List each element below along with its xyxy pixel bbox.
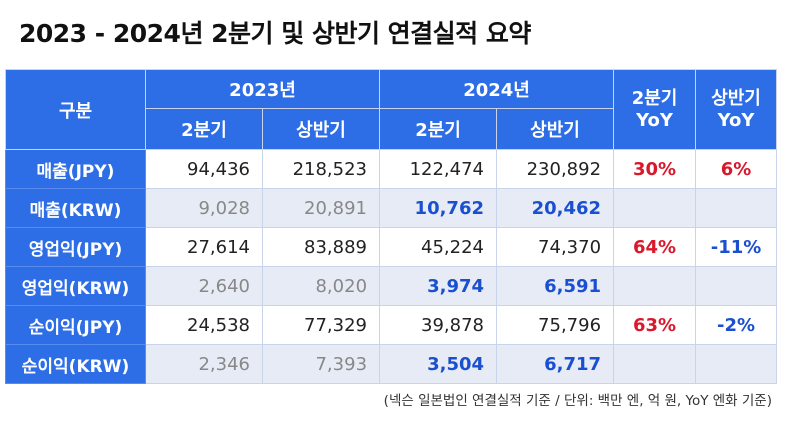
cell-q2-yoy <box>613 188 697 228</box>
header-h1-yoy: 상반기 YoY <box>695 69 778 150</box>
table-row: 순이익(JPY) 24,538 77,329 39,878 75,796 63%… <box>5 305 778 345</box>
cell-q2-2023: 27,614 <box>145 227 263 267</box>
page-title: 2023 - 2024년 2분기 및 상반기 연결실적 요약 <box>19 19 531 48</box>
table-row: 매출(KRW) 9,028 20,891 10,762 20,462 <box>5 188 778 228</box>
cell-h1-2023: 7,393 <box>261 344 381 384</box>
table-row: 순이익(KRW) 2,346 7,393 3,504 6,717 <box>5 344 778 384</box>
table-row: 매출(JPY) 94,436 218,523 122,474 230,892 3… <box>5 149 778 189</box>
cell-q2-2024: 10,762 <box>379 188 498 228</box>
cell-h1-yoy <box>695 188 778 228</box>
cell-q2-2023: 2,640 <box>145 266 263 306</box>
cell-q2-2023: 24,538 <box>145 305 263 345</box>
table-row: 영업익(JPY) 27,614 83,889 45,224 74,370 64%… <box>5 227 778 267</box>
cell-q2-yoy: 30% <box>613 149 697 189</box>
cell-h1-yoy: 6% <box>695 149 778 189</box>
cell-h1-2024: 6,717 <box>496 344 615 384</box>
header-2023-h1: 상반기 <box>261 108 381 150</box>
header-year-2024: 2024년 <box>379 69 615 109</box>
row-label: 순이익(KRW) <box>5 344 146 384</box>
cell-q2-2024: 39,878 <box>379 305 498 345</box>
cell-q2-2024: 122,474 <box>379 149 498 189</box>
cell-h1-2024: 75,796 <box>496 305 615 345</box>
cell-h1-2024: 74,370 <box>496 227 615 267</box>
cell-h1-2023: 218,523 <box>261 149 381 189</box>
cell-h1-yoy <box>695 266 778 306</box>
header-2024-h1: 상반기 <box>496 108 615 150</box>
row-label: 매출(JPY) <box>5 149 146 189</box>
header-year-2023: 2023년 <box>144 69 381 109</box>
cell-q2-2024: 3,504 <box>379 344 498 384</box>
header-2024-q2: 2분기 <box>379 108 498 150</box>
cell-h1-yoy: -11% <box>695 227 778 267</box>
header-2023-q2: 2분기 <box>145 108 263 150</box>
header-category: 구분 <box>5 69 146 150</box>
cell-q2-2023: 2,346 <box>145 344 263 384</box>
cell-q2-yoy: 64% <box>613 227 697 267</box>
cell-q2-2024: 45,224 <box>379 227 498 267</box>
footnote: (넥슨 일본법인 연결실적 기준 / 단위: 백만 엔, 억 원, YoY 엔화… <box>383 393 772 409</box>
cell-h1-2024: 6,591 <box>496 266 615 306</box>
results-table: 구분 2023년 2024년 2분기 YoY 상반기 YoY 2분기 상반기 2분기… <box>5 69 778 384</box>
row-label: 영업익(JPY) <box>5 227 146 267</box>
row-label: 영업익(KRW) <box>5 266 146 306</box>
cell-q2-2024: 3,974 <box>379 266 498 306</box>
cell-h1-2023: 83,889 <box>261 227 381 267</box>
cell-q2-2023: 94,436 <box>145 149 263 189</box>
table-row: 영업익(KRW) 2,640 8,020 3,974 6,591 <box>5 266 778 306</box>
cell-q2-yoy: 63% <box>613 305 697 345</box>
header-q2-yoy: 2분기 YoY <box>613 69 697 150</box>
cell-h1-2023: 20,891 <box>261 188 381 228</box>
cell-q2-yoy <box>613 266 697 306</box>
cell-h1-2023: 8,020 <box>261 266 381 306</box>
cell-h1-2024: 230,892 <box>496 149 615 189</box>
cell-q2-yoy <box>613 344 697 384</box>
cell-h1-2024: 20,462 <box>496 188 615 228</box>
cell-h1-2023: 77,329 <box>261 305 381 345</box>
row-label: 순이익(JPY) <box>5 305 146 345</box>
cell-q2-2023: 9,028 <box>145 188 263 228</box>
cell-h1-yoy: -2% <box>695 305 778 345</box>
row-label: 매출(KRW) <box>5 188 146 228</box>
cell-h1-yoy <box>695 344 778 384</box>
